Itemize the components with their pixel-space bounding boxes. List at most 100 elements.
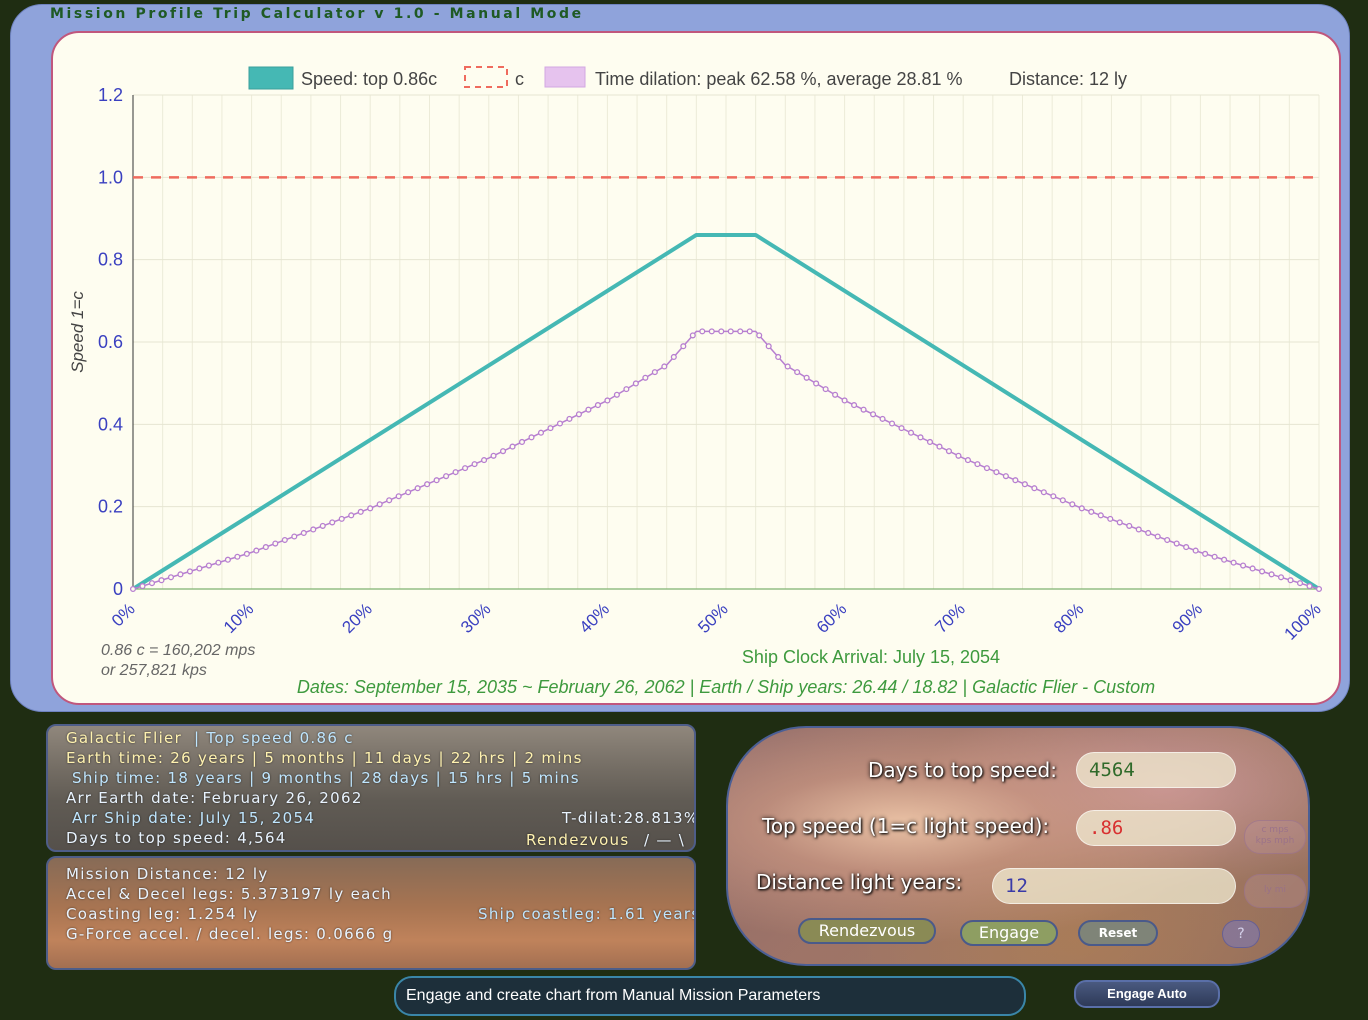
- time-dilation-point: [499, 448, 507, 455]
- time-dilation-point: [964, 457, 971, 464]
- speed-unit-top: c mps: [1261, 825, 1289, 835]
- time-dilation-point: [917, 434, 924, 441]
- distance-unit-selector[interactable]: ly mi: [1244, 874, 1306, 908]
- help-button[interactable]: ?: [1222, 920, 1260, 948]
- time-dilation-point: [338, 515, 345, 522]
- time-dilation-point: [775, 353, 782, 361]
- time-dilation-point: [926, 438, 934, 446]
- trip-summary-panel: Galactic Flier | Top speed 0.86 c Earth …: [46, 724, 696, 852]
- profile-glyph: / — \: [644, 831, 686, 849]
- time-dilation-point: [1211, 553, 1218, 560]
- x-tick-label: 70%: [931, 599, 968, 636]
- time-dilation-point: [547, 425, 554, 432]
- time-dilation-point: [888, 420, 896, 427]
- time-dilation-point: [604, 397, 611, 404]
- time-dilation-point: [1154, 533, 1161, 540]
- speed-unit-selector[interactable]: c mps kps mph: [1244, 820, 1306, 854]
- time-dilation-point: [1059, 497, 1066, 504]
- time-dilation-point: [462, 465, 469, 472]
- time-dilation-point: [1259, 568, 1266, 575]
- time-dilation-point: [1097, 512, 1104, 519]
- time-dilation-point: [471, 461, 478, 468]
- time-dilation-point: [509, 443, 516, 450]
- y-tick-label: 1.0: [98, 167, 123, 187]
- legend-label-distance: Distance: 12 ly: [1009, 69, 1127, 89]
- x-tick-label: 50%: [694, 599, 731, 636]
- time-dilation-point: [822, 386, 829, 393]
- time-dilation-point: [1173, 540, 1180, 547]
- time-dilation-point: [1021, 481, 1028, 488]
- time-dilation-point: [756, 332, 763, 339]
- time-dilation-point: [860, 406, 867, 413]
- time-dilation-point: [955, 452, 962, 459]
- time-dilation-point: [1040, 489, 1047, 496]
- time-dilation-point: [879, 415, 886, 422]
- time-dilation-point: [1230, 559, 1237, 566]
- days-to-top-speed-input[interactable]: 4564: [1076, 752, 1236, 788]
- x-tick-label: 100%: [1281, 599, 1325, 643]
- time-dilation-point: [670, 353, 677, 361]
- time-dilation-point: [1078, 505, 1085, 512]
- time-dilation-point: [841, 397, 848, 404]
- app-title-overlay: Mission Profile Trip Calculator v 1.0 - …: [50, 6, 584, 22]
- legend-label-c: c: [515, 69, 524, 89]
- time-dilation-point: [1240, 562, 1247, 569]
- time-dilation-point: [481, 457, 488, 464]
- time-dilation-point: [291, 533, 298, 540]
- time-dilation-point: [661, 363, 668, 370]
- ship-coastleg: Ship coastleg: 1.61 years: [478, 905, 696, 923]
- time-dilation-point: [253, 547, 260, 554]
- time-dilation-point: [129, 585, 137, 593]
- rendezvous-button[interactable]: Rendezvous: [798, 918, 936, 944]
- time-dilation-point: [974, 461, 981, 468]
- x-tick-label: 40%: [576, 599, 613, 636]
- time-dilation-point: [196, 565, 203, 572]
- chart-frame: 0 0.2 0.4 0.6 0.8 1.0 1.2 0% 10% 20% 30% 40% 50% 60% 7…: [10, 4, 1350, 712]
- time-dilation-point: [224, 556, 231, 563]
- top-speed-label: Top speed (1=c light speed):: [762, 814, 1050, 838]
- arr-earth-date: Arr Earth date: February 26, 2062: [66, 789, 363, 807]
- time-dilation-point: [708, 328, 715, 335]
- time-dilation-point: [148, 580, 156, 587]
- engage-button[interactable]: Engage: [960, 920, 1058, 946]
- y-tick-label: 0.2: [98, 497, 123, 517]
- time-dilation-point: [727, 328, 734, 335]
- accel-decel-legs: Accel & Decel legs: 5.373197 ly each: [66, 885, 392, 903]
- manual-controls-panel: Days to top speed: 4564 Top speed (1=c l…: [726, 726, 1310, 966]
- time-dilation-point: [1306, 583, 1313, 590]
- time-dilation-point: [1126, 522, 1133, 529]
- time-dilation-point: [1116, 519, 1123, 526]
- distance-input[interactable]: 12: [992, 868, 1236, 904]
- x-tick-label: 10%: [220, 599, 257, 636]
- time-dilation-point: [367, 505, 374, 512]
- chart-panel: 0 0.2 0.4 0.6 0.8 1.0 1.2 0% 10% 20% 30% 40% 50% 60% 7…: [51, 31, 1341, 705]
- vehicle-name: Galactic Flier: [66, 729, 183, 747]
- time-dilation-point: [528, 434, 535, 441]
- time-dilation-point: [376, 501, 383, 508]
- time-dilation-point: [794, 369, 801, 376]
- time-dilation-point: [1050, 493, 1057, 500]
- engage-auto-button[interactable]: Engage Auto: [1074, 980, 1220, 1008]
- top-speed-input[interactable]: .86: [1076, 810, 1236, 846]
- time-dilation-point: [1183, 544, 1190, 551]
- time-dilation-point: [310, 526, 317, 533]
- reset-button[interactable]: Reset: [1078, 920, 1158, 946]
- time-dilation-point: [680, 343, 687, 350]
- status-bar: Engage and create chart from Manual Miss…: [394, 976, 1026, 1016]
- time-dilation-point: [594, 402, 601, 409]
- time-dilation-point: [1002, 473, 1009, 480]
- time-dilation-point: [718, 328, 725, 335]
- x-tick-label: 90%: [1169, 599, 1206, 636]
- time-dilation-point: [566, 415, 573, 422]
- time-dilation-point: [357, 508, 364, 515]
- time-dilation-point: [518, 438, 526, 446]
- top-speed-text: | Top speed 0.86 c: [194, 729, 354, 747]
- time-dilation-point: [167, 574, 175, 581]
- time-dilation-point: [177, 571, 184, 578]
- time-dilation-point: [1221, 556, 1228, 563]
- time-dilation-point: [699, 328, 706, 335]
- time-dilation-point: [272, 540, 279, 547]
- x-tick-label: 60%: [813, 599, 850, 636]
- time-dilation-point: [443, 473, 450, 480]
- legend-label-speed: Speed: top 0.86c: [301, 69, 437, 89]
